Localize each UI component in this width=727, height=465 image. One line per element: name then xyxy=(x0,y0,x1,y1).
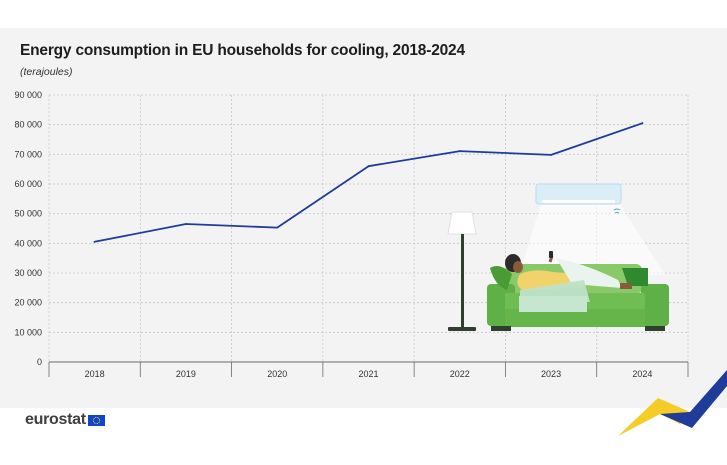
x-tick-label: 2022 xyxy=(450,369,470,379)
y-tick-label: 90 000 xyxy=(14,90,42,100)
y-tick-label: 40 000 xyxy=(14,238,42,248)
data-point-2024 xyxy=(641,122,644,125)
y-tick-label: 0 xyxy=(37,357,42,367)
y-tick-label: 60 000 xyxy=(14,179,42,189)
floor-lamp-icon xyxy=(447,211,477,331)
data-points xyxy=(93,122,644,243)
eu-flag-icon xyxy=(87,414,105,426)
x-tick-label: 2019 xyxy=(176,369,196,379)
swoosh-logo-icon xyxy=(618,370,727,436)
data-point-2022 xyxy=(458,150,461,152)
x-tick-label: 2020 xyxy=(267,369,287,379)
data-point-2018 xyxy=(93,240,96,243)
data-point-2019 xyxy=(185,223,187,225)
y-tick-label: 50 000 xyxy=(14,209,42,219)
x-tick-label: 2024 xyxy=(632,369,652,379)
x-tick-label: 2023 xyxy=(541,369,561,379)
x-tick-label: 2021 xyxy=(358,369,378,379)
data-point-2020 xyxy=(276,226,279,229)
chart-subtitle: (terajoules) xyxy=(20,66,73,78)
y-axis-ticks: 0 10 000 20 000 30 000 40 000 50 000 60 000 70 … xyxy=(14,90,42,367)
air-conditioner-icon xyxy=(519,183,665,275)
y-tick-label: 30 000 xyxy=(14,268,42,278)
person-icon xyxy=(490,251,648,312)
x-tick-label: 2018 xyxy=(85,369,105,379)
y-tick-label: 10 000 xyxy=(14,327,42,337)
data-point-2023 xyxy=(550,154,552,156)
eurostat-wordmark: eurostat xyxy=(25,411,86,428)
chart-title: Energy consumption in EU households for … xyxy=(20,42,465,59)
data-point-2021 xyxy=(367,165,370,168)
cooling-illustration xyxy=(447,183,669,331)
y-tick-label: 80 000 xyxy=(14,120,42,130)
y-tick-label: 20 000 xyxy=(14,298,42,308)
x-axis: 2018 2019 2020 2021 2022 2023 2024 xyxy=(48,361,689,379)
eurostat-logo: eurostat xyxy=(25,410,105,430)
y-tick-label: 70 000 xyxy=(14,149,42,159)
